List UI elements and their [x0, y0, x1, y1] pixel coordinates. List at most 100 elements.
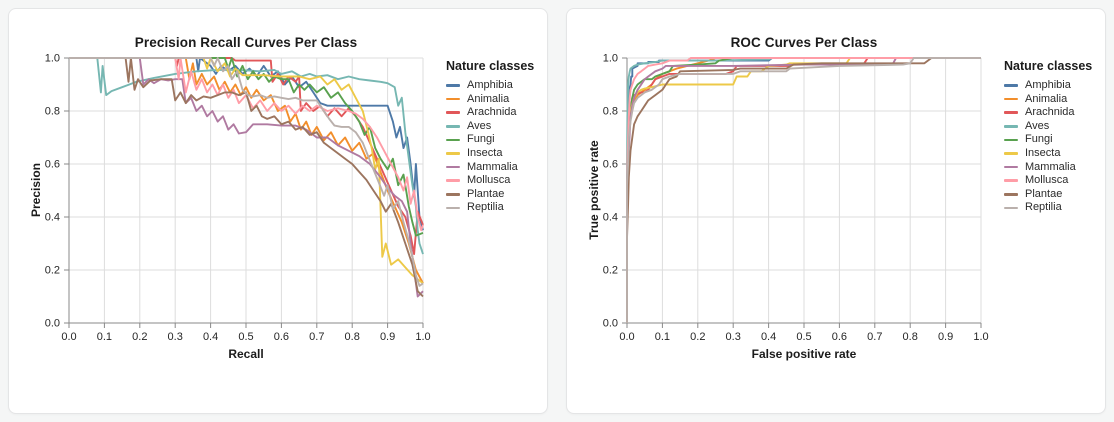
legend-item-plantae: Plantae	[446, 187, 534, 200]
legend-item-mollusca: Mollusca	[1004, 175, 1092, 186]
legend-label: Animalia	[467, 92, 510, 105]
roc-chart-card: ROC Curves Per Class 0.0 0.1 0.2 0.3 0.4 0.5 0…	[566, 8, 1106, 414]
legend-swatch-icon	[446, 192, 460, 196]
legend-item-reptilia: Reptilia	[1004, 202, 1092, 213]
x-tick-label: 0.9	[380, 331, 395, 343]
legend-swatch-icon	[1004, 97, 1018, 101]
legend-item-amphibia: Amphibia	[446, 80, 534, 91]
series-line-aves	[69, 57, 424, 255]
x-tick-label: 0.2	[690, 331, 705, 343]
series-line-insecta	[69, 57, 424, 285]
x-tick-label: 0.8	[903, 331, 918, 343]
legend-swatch-icon	[1004, 84, 1018, 87]
series-line-mollusca	[69, 57, 424, 232]
pr-chart-title: Precision Recall Curves Per Class	[134, 35, 358, 50]
legend-label: Plantae	[1025, 187, 1063, 200]
y-tick-label: 0.6	[603, 159, 618, 171]
legend-item-amphibia: Amphibia	[1004, 80, 1092, 91]
x-tick-label: 0.5	[238, 331, 253, 343]
legend-item-mammalia: Mammalia	[446, 160, 534, 173]
legend-swatch-icon	[446, 152, 460, 155]
legend-item-aves: Aves	[1004, 119, 1092, 132]
y-tick-label: 0.8	[45, 106, 60, 118]
legend-label: Mollusca	[467, 174, 511, 187]
legend-item-mammalia: Mammalia	[1004, 160, 1092, 173]
legend-label: Amphibia	[467, 79, 513, 91]
x-tick-label: 0.4	[761, 331, 776, 343]
legend-label: Plantae	[467, 187, 505, 200]
legend-swatch-icon	[446, 179, 460, 182]
legend-swatch-icon	[1004, 124, 1018, 128]
x-tick-label: 0.7	[867, 331, 882, 343]
legend-label: Reptilia	[467, 201, 504, 214]
x-tick-label: 1.0	[973, 331, 988, 343]
y-tick-label: 1.0	[603, 53, 618, 65]
roc-x-axis-label: False positive rate	[751, 347, 857, 361]
legend-item-arachnida: Arachnida	[1004, 107, 1092, 118]
series-line-plantae	[626, 57, 981, 323]
legend-item-insecta: Insecta	[1004, 146, 1092, 159]
legend-item-arachnida: Arachnida	[446, 107, 534, 118]
roc-y-axis-label: True positive rate	[587, 140, 601, 240]
legend-item-plantae: Plantae	[1004, 187, 1092, 200]
legend-label: Aves	[467, 119, 492, 132]
y-tick-label: 0.8	[603, 106, 618, 118]
x-tick-label: 0.6	[274, 331, 289, 343]
series-line-animalia	[69, 57, 424, 284]
x-tick-label: 0.4	[203, 331, 218, 343]
y-tick-label: 0.0	[603, 318, 618, 330]
roc-legend-title: Nature classes	[1004, 59, 1093, 73]
x-tick-label: 0.3	[726, 331, 741, 343]
legend-label: Fungi	[467, 133, 495, 146]
legend-swatch-icon	[446, 165, 460, 169]
legend-label: Mollusca	[1025, 174, 1069, 187]
y-tick-label: 0.2	[45, 265, 60, 277]
legend-label: Mammalia	[467, 160, 518, 173]
x-tick-label: 0.8	[345, 331, 360, 343]
x-tick-label: 0.1	[655, 331, 670, 343]
y-tick-label: 1.0	[45, 53, 60, 65]
pr-legend-items: Amphibia Animalia Arachnida Aves Fungi Insect…	[446, 80, 534, 213]
y-tick-label: 0.0	[45, 318, 60, 330]
legend-item-animalia: Animalia	[446, 92, 534, 105]
series-line-plantae	[69, 57, 424, 298]
legend-item-fungi: Fungi	[446, 134, 534, 145]
legend-swatch-icon	[1004, 179, 1018, 182]
legend-label: Animalia	[1025, 92, 1068, 105]
legend-swatch-icon	[1004, 206, 1018, 210]
x-tick-label: 0.5	[796, 331, 811, 343]
series-line-reptilia	[626, 57, 981, 323]
legend-item-insecta: Insecta	[446, 146, 534, 159]
legend-swatch-icon	[1004, 138, 1018, 142]
x-tick-label: 0.0	[61, 331, 76, 343]
legend-swatch-icon	[446, 124, 460, 128]
roc-legend-items: Amphibia Animalia Arachnida Aves Fungi Insect…	[1004, 80, 1092, 213]
pr-x-axis-label: Recall	[228, 347, 264, 361]
series-line-fungi	[69, 57, 424, 237]
pr-chart-plot: 0.0 0.1 0.2 0.3 0.4 0.5 0.6 0.7 0.8 0.9 1.0 0.0 0.2 0…	[45, 53, 431, 344]
pr-y-axis-label: Precision	[29, 162, 43, 218]
legend-swatch-icon	[1004, 165, 1018, 169]
series-line-reptilia	[69, 57, 424, 287]
pr-chart-card: Precision Recall Curves Per Class 0.0 0.1…	[8, 8, 548, 414]
legend-label: Mammalia	[1025, 160, 1076, 173]
legend-swatch-icon	[1004, 111, 1018, 114]
legend-item-mollusca: Mollusca	[446, 175, 534, 186]
y-tick-label: 0.4	[603, 212, 618, 224]
legend-swatch-icon	[1004, 152, 1018, 155]
roc-chart-title: ROC Curves Per Class	[730, 35, 878, 50]
x-tick-label: 0.0	[619, 331, 634, 343]
pr-legend: Nature classes Amphibia Animalia Arachnida…	[446, 59, 534, 216]
legend-swatch-icon	[446, 138, 460, 142]
series-line-mammalia	[69, 57, 424, 298]
roc-legend: Nature classes Amphibia Animalia Arachnida…	[1004, 59, 1092, 216]
legend-item-fungi: Fungi	[1004, 134, 1092, 145]
legend-label: Insecta	[1025, 146, 1061, 159]
x-tick-label: 0.1	[97, 331, 112, 343]
x-tick-label: 0.2	[132, 331, 147, 343]
legend-item-aves: Aves	[446, 119, 534, 132]
legend-label: Aves	[1025, 119, 1050, 132]
series-line-aves	[626, 57, 981, 323]
legend-label: Insecta	[467, 146, 503, 159]
legend-swatch-icon	[446, 84, 460, 87]
